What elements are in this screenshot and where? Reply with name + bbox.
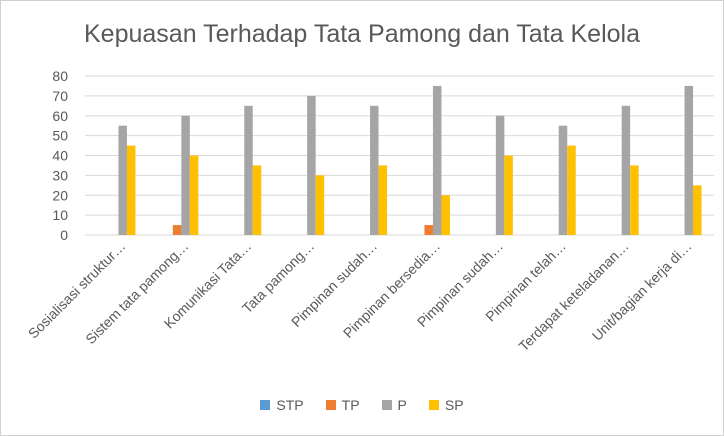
y-tick-label: 20	[52, 187, 68, 203]
bar-sp	[126, 145, 136, 235]
bar-sp	[315, 175, 325, 235]
bar-sp	[378, 165, 388, 235]
y-tick-label: 50	[52, 128, 68, 144]
legend-item: STP	[260, 397, 304, 413]
y-tick-label: 30	[52, 167, 68, 183]
bar-sp	[252, 165, 262, 235]
legend-item: P	[381, 397, 407, 413]
legend-swatch	[428, 400, 439, 410]
y-tick-label: 70	[52, 88, 68, 104]
y-tick-label: 80	[52, 68, 68, 84]
legend-label: STP	[276, 397, 304, 413]
chart-title: Kepuasan Terhadap Tata Pamong dan Tata K…	[84, 20, 640, 48]
legend-swatch	[325, 400, 336, 410]
legend-label: SP	[444, 397, 464, 413]
bar-p	[307, 95, 316, 235]
y-tick-label: 40	[52, 148, 68, 164]
legend-swatch	[260, 400, 271, 410]
y-tick-label: 10	[52, 207, 68, 223]
bar-p	[244, 105, 253, 235]
bar-tp	[424, 225, 433, 235]
bar-p	[621, 105, 631, 235]
legend-label: TP	[341, 397, 360, 413]
bar-sp	[630, 165, 639, 235]
legend-item: TP	[325, 397, 360, 413]
legend-item: SP	[428, 397, 464, 413]
bar-sp	[189, 155, 199, 235]
x-tick-label: Sistem tata pamong…	[82, 238, 191, 347]
bar-p	[181, 115, 190, 235]
bar-p	[558, 125, 568, 235]
y-tick-label: 60	[52, 108, 68, 124]
bar-p	[370, 105, 379, 235]
legend: STP TP P SP	[0, 397, 724, 413]
x-tick-label: Terdapat keteladanan…	[515, 238, 631, 354]
bar-sp	[504, 155, 513, 235]
bar-p	[432, 85, 442, 235]
bar-sp	[567, 145, 576, 235]
bar-tp	[172, 225, 182, 235]
bar-sp	[693, 185, 702, 235]
legend-swatch	[381, 400, 392, 410]
bar-p	[118, 125, 127, 235]
y-tick-label: 0	[60, 227, 68, 243]
bar-p	[684, 85, 694, 235]
bar-sp	[441, 195, 450, 235]
bar-p	[495, 115, 505, 235]
legend-label: P	[397, 397, 407, 413]
